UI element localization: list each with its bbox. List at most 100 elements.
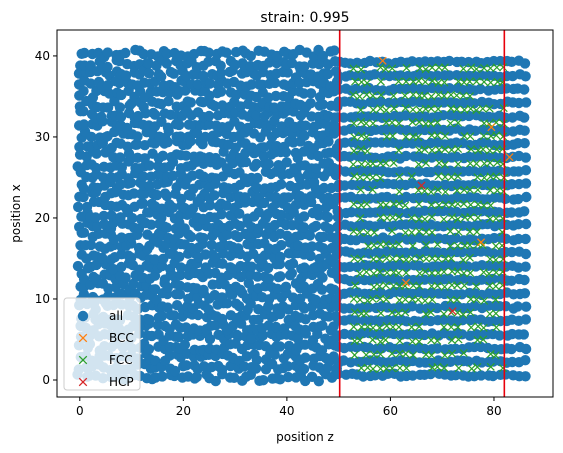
point-all bbox=[425, 368, 436, 380]
point-all bbox=[431, 302, 443, 314]
point-fcc bbox=[368, 159, 377, 168]
point-all bbox=[323, 136, 334, 147]
point-all bbox=[317, 50, 329, 62]
point-fcc bbox=[349, 64, 358, 73]
point-all bbox=[506, 246, 518, 258]
point-fcc bbox=[427, 104, 436, 113]
point-fcc bbox=[421, 77, 430, 86]
point-all bbox=[313, 376, 324, 387]
point-all bbox=[419, 205, 430, 216]
point-all bbox=[263, 158, 274, 170]
point-all bbox=[407, 178, 418, 189]
point-all bbox=[282, 348, 294, 359]
point-all bbox=[251, 158, 262, 170]
point-all bbox=[185, 97, 196, 108]
point-all bbox=[192, 79, 204, 90]
point-fcc bbox=[426, 119, 435, 128]
point-fcc bbox=[381, 335, 390, 344]
point-fcc bbox=[473, 363, 482, 372]
point-all bbox=[138, 48, 149, 60]
point-fcc bbox=[486, 201, 495, 210]
point-all bbox=[98, 210, 110, 222]
x-tick-label: 20 bbox=[176, 404, 191, 418]
point-all bbox=[162, 282, 173, 293]
point-fcc bbox=[452, 295, 462, 304]
legend-item-fcc: FCC bbox=[78, 353, 133, 367]
point-fcc bbox=[486, 78, 495, 87]
point-all bbox=[191, 371, 202, 383]
point-fcc bbox=[350, 133, 359, 142]
point-fcc bbox=[355, 269, 364, 278]
point-fcc bbox=[486, 158, 495, 167]
point-all bbox=[139, 188, 150, 199]
point-fcc bbox=[387, 349, 397, 358]
point-all bbox=[500, 233, 512, 244]
point-all bbox=[463, 356, 474, 367]
point-all bbox=[299, 262, 310, 273]
point-fcc bbox=[498, 364, 507, 373]
x-tick-label: 40 bbox=[279, 404, 294, 418]
point-all bbox=[246, 332, 257, 344]
point-fcc bbox=[439, 267, 449, 276]
y-axis-label: position x bbox=[9, 184, 23, 242]
point-fcc bbox=[395, 364, 404, 373]
point-all bbox=[520, 343, 532, 355]
point-all bbox=[357, 99, 368, 110]
series-fcc bbox=[349, 63, 508, 373]
x-tick-label: 60 bbox=[383, 404, 398, 418]
point-fcc bbox=[407, 228, 416, 237]
point-fcc bbox=[349, 200, 358, 209]
point-fcc bbox=[349, 322, 358, 331]
point-fcc bbox=[368, 323, 377, 332]
point-fcc bbox=[402, 63, 411, 72]
point-fcc bbox=[485, 269, 494, 278]
point-all bbox=[245, 50, 256, 62]
point-fcc bbox=[408, 105, 417, 114]
point-fcc bbox=[394, 240, 404, 249]
point-fcc bbox=[452, 105, 461, 114]
point-all bbox=[221, 47, 232, 58]
point-all bbox=[162, 137, 173, 148]
point-all bbox=[299, 61, 310, 72]
point-fcc bbox=[394, 323, 403, 332]
point-fcc bbox=[369, 105, 378, 114]
point-all bbox=[344, 261, 356, 272]
point-fcc bbox=[407, 172, 416, 181]
point-all bbox=[419, 329, 430, 341]
point-fcc bbox=[454, 364, 463, 373]
point-all bbox=[78, 119, 90, 130]
point-all bbox=[438, 110, 449, 121]
point-fcc bbox=[440, 363, 449, 372]
point-fcc bbox=[440, 63, 449, 72]
point-all bbox=[240, 156, 252, 168]
point-fcc bbox=[479, 145, 488, 154]
point-all bbox=[275, 209, 287, 221]
series-bcc bbox=[378, 56, 514, 287]
point-all bbox=[97, 172, 109, 183]
point-all bbox=[217, 100, 228, 111]
point-all bbox=[191, 127, 203, 139]
point-all bbox=[156, 71, 167, 82]
point-fcc bbox=[368, 173, 377, 182]
point-all bbox=[258, 375, 269, 386]
x-axis-ticks: 0 20 40 60 80 bbox=[76, 397, 502, 418]
point-all bbox=[180, 150, 192, 161]
point-all bbox=[520, 355, 531, 366]
point-all bbox=[305, 88, 317, 99]
point-fcc bbox=[453, 186, 462, 195]
point-all bbox=[186, 231, 197, 243]
point-fcc bbox=[472, 65, 481, 74]
point-fcc bbox=[422, 254, 431, 263]
point-fcc bbox=[428, 63, 437, 72]
x-tick-label: 0 bbox=[76, 404, 84, 418]
points-layer bbox=[72, 44, 532, 387]
point-fcc bbox=[400, 91, 409, 100]
point-all bbox=[251, 354, 262, 366]
point-fcc bbox=[472, 295, 481, 304]
point-fcc bbox=[357, 322, 366, 332]
point-fcc bbox=[459, 256, 468, 265]
point-fcc bbox=[452, 91, 461, 100]
point-fcc bbox=[401, 132, 410, 141]
point-all bbox=[317, 272, 328, 283]
y-axis-ticks: 0 10 20 30 40 bbox=[35, 49, 57, 387]
